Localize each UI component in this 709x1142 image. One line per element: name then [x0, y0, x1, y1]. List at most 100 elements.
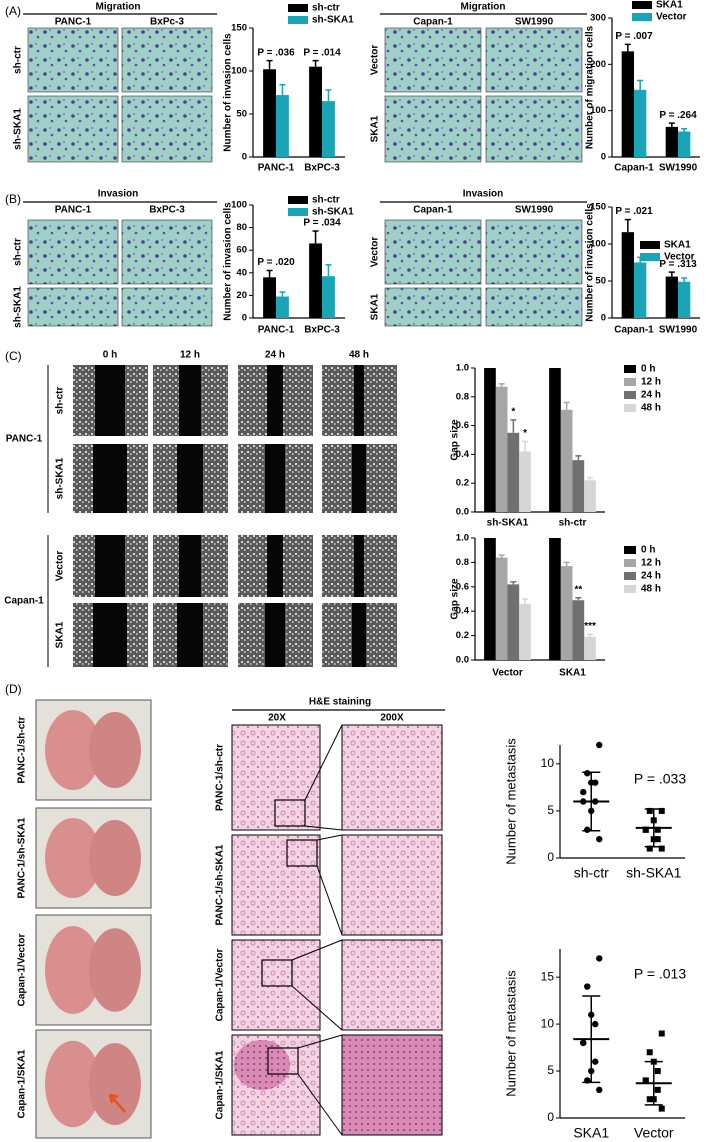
bar: [263, 277, 276, 318]
legend-label: 24 h: [641, 571, 661, 582]
micrograph: [27, 27, 119, 93]
point: [658, 1105, 665, 1112]
error-bar: [510, 419, 517, 433]
point: [592, 1020, 599, 1028]
panel-label: (A): [5, 4, 21, 18]
y-tick-label: 10: [541, 756, 555, 770]
zoom-line: [291, 939, 343, 961]
error-bar: [563, 401, 570, 410]
x-tick-label: SW1990: [659, 163, 698, 174]
y-tick-label: 10: [541, 1016, 555, 1030]
bar: [519, 451, 531, 512]
x-tick-label: BxPC-3: [304, 163, 340, 174]
bar: [678, 131, 691, 157]
legend-swatch: [632, 13, 652, 21]
error-bar: [681, 277, 688, 282]
micrograph: [485, 287, 583, 327]
point: [654, 836, 661, 843]
sd-bar: [644, 808, 663, 848]
scratch-gap: [177, 444, 203, 513]
row-label: SKA1: [55, 621, 66, 648]
y-tick-label: 100: [590, 239, 606, 250]
point: [642, 826, 649, 833]
column-label: PANC-1: [55, 17, 92, 28]
point: [596, 1086, 603, 1094]
micrograph: [384, 95, 482, 163]
zoom-box: [274, 799, 306, 827]
zoom-line: [291, 985, 343, 1031]
y-tick-label: 0.2: [456, 630, 469, 641]
scratch-gap: [352, 603, 366, 667]
micrograph: [121, 219, 213, 285]
error-bar: [279, 84, 286, 96]
point: [658, 845, 665, 852]
micrograph: [485, 27, 583, 93]
row-label: Capan-1/Vector: [17, 933, 28, 1006]
error-bar: [266, 269, 273, 278]
x-tick-label: sh-ctr: [559, 518, 587, 529]
scratch-gap: [267, 535, 283, 597]
micrograph: [27, 219, 119, 285]
y-tick-label: 0.6: [456, 420, 469, 431]
row-label: sh-ctr: [55, 387, 66, 415]
column-label: BxPc-3: [150, 17, 184, 28]
y-tick-label: 0.0: [456, 507, 469, 518]
point: [584, 770, 591, 777]
error-bar: [587, 633, 594, 637]
row-label: sh-ctr: [13, 46, 24, 74]
x-tick-label: sh-SKA1: [487, 518, 529, 529]
bar: [495, 386, 508, 512]
bar: [484, 538, 496, 660]
row-label: sh-ctr: [13, 238, 24, 266]
row-label: SKA1: [370, 115, 381, 142]
annotation: P = .021: [615, 206, 653, 217]
point: [646, 1096, 653, 1103]
column-label: 24 h: [265, 350, 285, 361]
legend-label: sh-ctr: [312, 3, 340, 14]
bar: [665, 126, 678, 157]
y-tick-label: 0: [547, 850, 554, 864]
micrograph: [485, 219, 583, 285]
error-bar: [575, 455, 582, 461]
error-bar: [668, 271, 675, 277]
legend-label: 48 h: [641, 403, 661, 414]
zoom-line: [297, 1034, 343, 1049]
error-bar: [279, 291, 286, 297]
legend-swatch: [624, 559, 636, 567]
scratch-gap: [95, 535, 125, 597]
legend-swatch: [624, 378, 636, 386]
column-label: 48 h: [349, 350, 369, 361]
column-label: 20X: [268, 713, 286, 724]
y-tick-label: 100: [231, 200, 247, 211]
scratch-gap: [177, 603, 203, 667]
scratch-gap: [179, 365, 201, 436]
point: [580, 788, 587, 796]
scratch-gap: [95, 365, 125, 436]
lung-lobe: [89, 1042, 141, 1126]
panel-label: (B): [5, 192, 21, 206]
row-label: SKA1: [370, 293, 381, 320]
error-bar: [325, 89, 332, 102]
annotation: P = .264: [659, 110, 697, 121]
point: [654, 826, 661, 833]
legend-swatch: [640, 241, 660, 249]
micrograph: [27, 95, 119, 163]
annotation: *: [523, 428, 527, 439]
y-tick-label: 0.8: [456, 391, 469, 402]
bar: [665, 276, 678, 318]
zoom-line: [316, 865, 343, 936]
y-tick-label: 0.2: [456, 478, 469, 489]
point: [596, 741, 603, 749]
legend-label: 24 h: [641, 390, 661, 401]
zoom-line: [297, 1073, 343, 1136]
y-tick-label: 80: [236, 222, 247, 233]
micrograph: [27, 287, 119, 327]
x-tick-label: sh-ctr: [574, 865, 609, 881]
y-axis-label: Gap size: [450, 578, 461, 620]
column-label: Capan-1: [413, 205, 453, 216]
bar: [263, 69, 276, 157]
x-tick-label: SKA1: [559, 668, 586, 679]
legend-swatch: [624, 585, 636, 593]
zoom-line: [304, 724, 343, 801]
point: [592, 1058, 599, 1065]
